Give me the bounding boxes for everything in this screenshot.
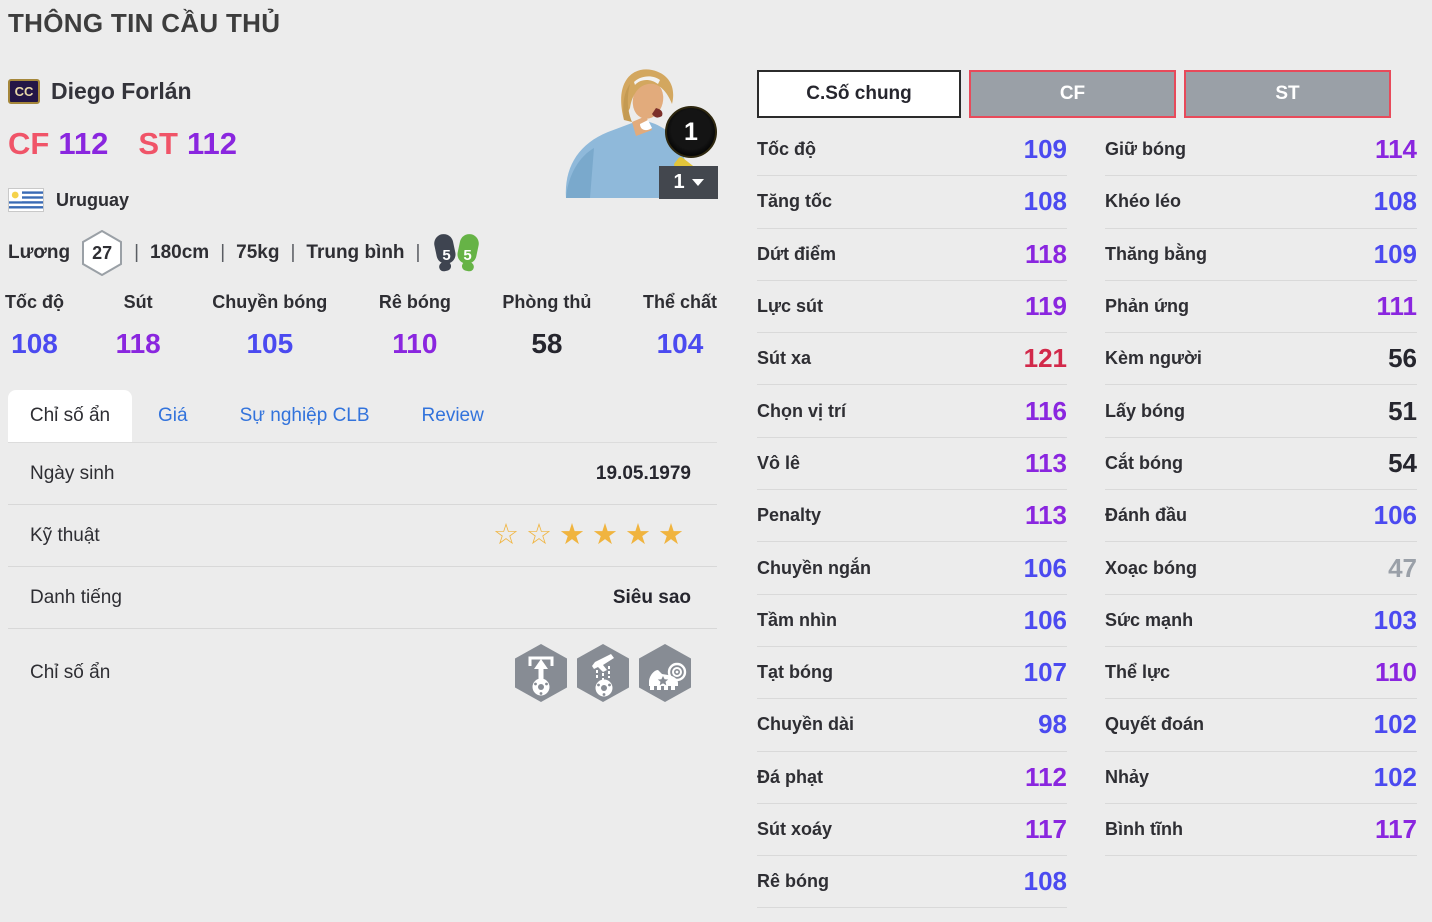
stat-row: Sút xa 121 bbox=[757, 333, 1067, 386]
stat-row: Thể lực 110 bbox=[1105, 647, 1417, 700]
stat-row: Xoạc bóng 47 bbox=[1105, 542, 1417, 595]
filter-button-st[interactable]: ST bbox=[1184, 70, 1391, 118]
stat-row: Đá phạt 112 bbox=[757, 752, 1067, 804]
stats-filter-buttons: C.Số chung CF ST bbox=[757, 70, 1391, 118]
tab-hidden-stats[interactable]: Chỉ số ẩn bbox=[8, 390, 132, 442]
foot-label: Trung bình bbox=[306, 242, 405, 263]
stat-row: Dứt điểm 118 bbox=[757, 229, 1067, 281]
goal-arrow-ball-icon bbox=[515, 644, 567, 702]
stat-row: Tạt bóng 107 bbox=[757, 647, 1067, 700]
right-foot-rating: 5 bbox=[463, 246, 472, 264]
stat-row: Lực sút 119 bbox=[757, 281, 1067, 334]
stat-row: Vô lê 113 bbox=[757, 438, 1067, 491]
summary-stat: Sút 118 bbox=[115, 292, 161, 359]
stat-row: Tốc độ 109 bbox=[757, 124, 1067, 177]
summary-stat: Tốc độ 108 bbox=[5, 292, 64, 359]
stat-row: Đánh đầu 106 bbox=[1105, 490, 1417, 543]
filter-button-cf[interactable]: CF bbox=[969, 70, 1176, 118]
hexagon-icon bbox=[82, 230, 123, 276]
left-foot-rating: 5 bbox=[442, 246, 451, 264]
height-value: 180cm bbox=[150, 242, 210, 263]
stat-row: Khéo léo 108 bbox=[1105, 176, 1417, 229]
info-table: Ngày sinh 19.05.1979 Kỹ thuật ☆☆★★★★ Dan… bbox=[8, 442, 717, 717]
position-label: ST bbox=[138, 126, 178, 161]
stat-row: Nhảy 102 bbox=[1105, 752, 1417, 804]
season-badge: CC bbox=[8, 79, 40, 104]
hidden-stat-icons bbox=[515, 644, 691, 702]
stats-column-right: Giữ bóng 114 Khéo léo 108 Thăng bằng 109… bbox=[1105, 124, 1417, 857]
separator: | bbox=[220, 242, 226, 263]
position-value: 112 bbox=[58, 126, 109, 161]
summary-stat: Rê bóng 110 bbox=[378, 292, 451, 359]
stat-row: Chuyền dài 98 bbox=[757, 699, 1067, 752]
nation-name: Uruguay bbox=[56, 189, 130, 210]
separator: | bbox=[290, 242, 296, 263]
stat-row: Quyết đoán 102 bbox=[1105, 699, 1417, 752]
stat-row: Cắt bóng 54 bbox=[1105, 438, 1417, 491]
stat-row: Lấy bóng 51 bbox=[1105, 385, 1417, 438]
fame-value: Siêu sao bbox=[612, 586, 691, 608]
stat-row: Bình tĩnh 117 bbox=[1105, 804, 1417, 857]
stat-row: Thăng bằng 109 bbox=[1105, 229, 1417, 281]
filter-button-general[interactable]: C.Số chung bbox=[757, 70, 961, 118]
stat-row: Rê bóng 108 bbox=[757, 856, 1067, 909]
plane-over-ball-icon bbox=[577, 644, 629, 702]
salary-badge: 27 bbox=[81, 230, 123, 276]
summary-stat: Phòng thủ 58 bbox=[502, 292, 592, 359]
chevron-down-icon bbox=[691, 179, 704, 186]
birthdate-value: 19.05.1979 bbox=[595, 462, 691, 484]
stat-row: Penalty 113 bbox=[757, 490, 1067, 543]
player-name: Diego Forlán bbox=[51, 78, 192, 104]
stats-column-left: Tốc độ 109 Tăng tốc 108 Dứt điểm 118 Lực… bbox=[757, 124, 1067, 909]
position-rating-st: ST 112 bbox=[138, 126, 237, 162]
stat-row: Giữ bóng 114 bbox=[1105, 124, 1417, 177]
separator: | bbox=[415, 242, 421, 263]
table-row-skill: Kỹ thuật ☆☆★★★★ bbox=[8, 505, 717, 567]
separator: | bbox=[134, 242, 140, 263]
bio-row: Lương 27 | 180cm | 75kg | Trung bình | 5 bbox=[8, 230, 480, 276]
page-title: THÔNG TIN CẦU THỦ bbox=[8, 8, 281, 38]
stat-row: Kèm người 56 bbox=[1105, 333, 1417, 386]
position-ratings: CF 112 ST 112 bbox=[8, 126, 237, 162]
weight-value: 75kg bbox=[236, 242, 280, 263]
position-rating-cf: CF 112 bbox=[8, 126, 108, 162]
right-foot-icon: 5 bbox=[454, 232, 480, 274]
player-identity: CC Diego Forlán bbox=[8, 78, 192, 105]
left-foot-icon: 5 bbox=[433, 232, 459, 274]
tab-review[interactable]: Review bbox=[421, 405, 484, 426]
tab-club-career[interactable]: Sự nghiệp CLB bbox=[239, 405, 370, 426]
foot-ratings: 5 5 bbox=[433, 232, 480, 274]
table-row-fame: Danh tiếng Siêu sao bbox=[8, 567, 717, 629]
salary-value: 27 bbox=[92, 242, 113, 263]
position-value: 112 bbox=[186, 126, 237, 161]
stat-row: Phản ứng 111 bbox=[1105, 281, 1417, 334]
stat-row: Sức mạnh 103 bbox=[1105, 595, 1417, 647]
stat-row: Chọn vị trí 116 bbox=[757, 385, 1067, 438]
stat-row: Tăng tốc 108 bbox=[757, 176, 1067, 229]
salary-label: Lương bbox=[8, 242, 71, 263]
uruguay-flag-icon bbox=[8, 188, 44, 212]
table-row-hidden-stats: Chỉ số ẩn bbox=[8, 629, 717, 717]
tab-bar: Chỉ số ẩn Giá Sự nghiệp CLB Review bbox=[8, 390, 510, 442]
nation-row: Uruguay bbox=[8, 188, 129, 212]
tab-price[interactable]: Giá bbox=[158, 405, 188, 426]
summary-stat: Thể chất 104 bbox=[642, 292, 717, 359]
card-level-dropdown[interactable]: 1 bbox=[659, 166, 718, 199]
stat-row: Sút xoáy 117 bbox=[757, 804, 1067, 857]
card-level-value: 1 bbox=[673, 171, 685, 193]
summary-stats: Tốc độ 108 Sút 118 Chuyền bóng 105 Rê bó… bbox=[5, 292, 717, 360]
summary-stat: Chuyền bóng 105 bbox=[212, 292, 328, 359]
stat-row: Tầm nhìn 106 bbox=[757, 595, 1067, 647]
table-row-birthdate: Ngày sinh 19.05.1979 bbox=[8, 443, 717, 505]
skill-stars: ☆☆★★★★ bbox=[493, 519, 691, 551]
stat-row: Chuyền ngắn 106 bbox=[757, 542, 1067, 595]
card-count-badge: 1 bbox=[665, 106, 717, 158]
boot-star-target-icon bbox=[639, 644, 691, 702]
position-label: CF bbox=[8, 126, 50, 161]
